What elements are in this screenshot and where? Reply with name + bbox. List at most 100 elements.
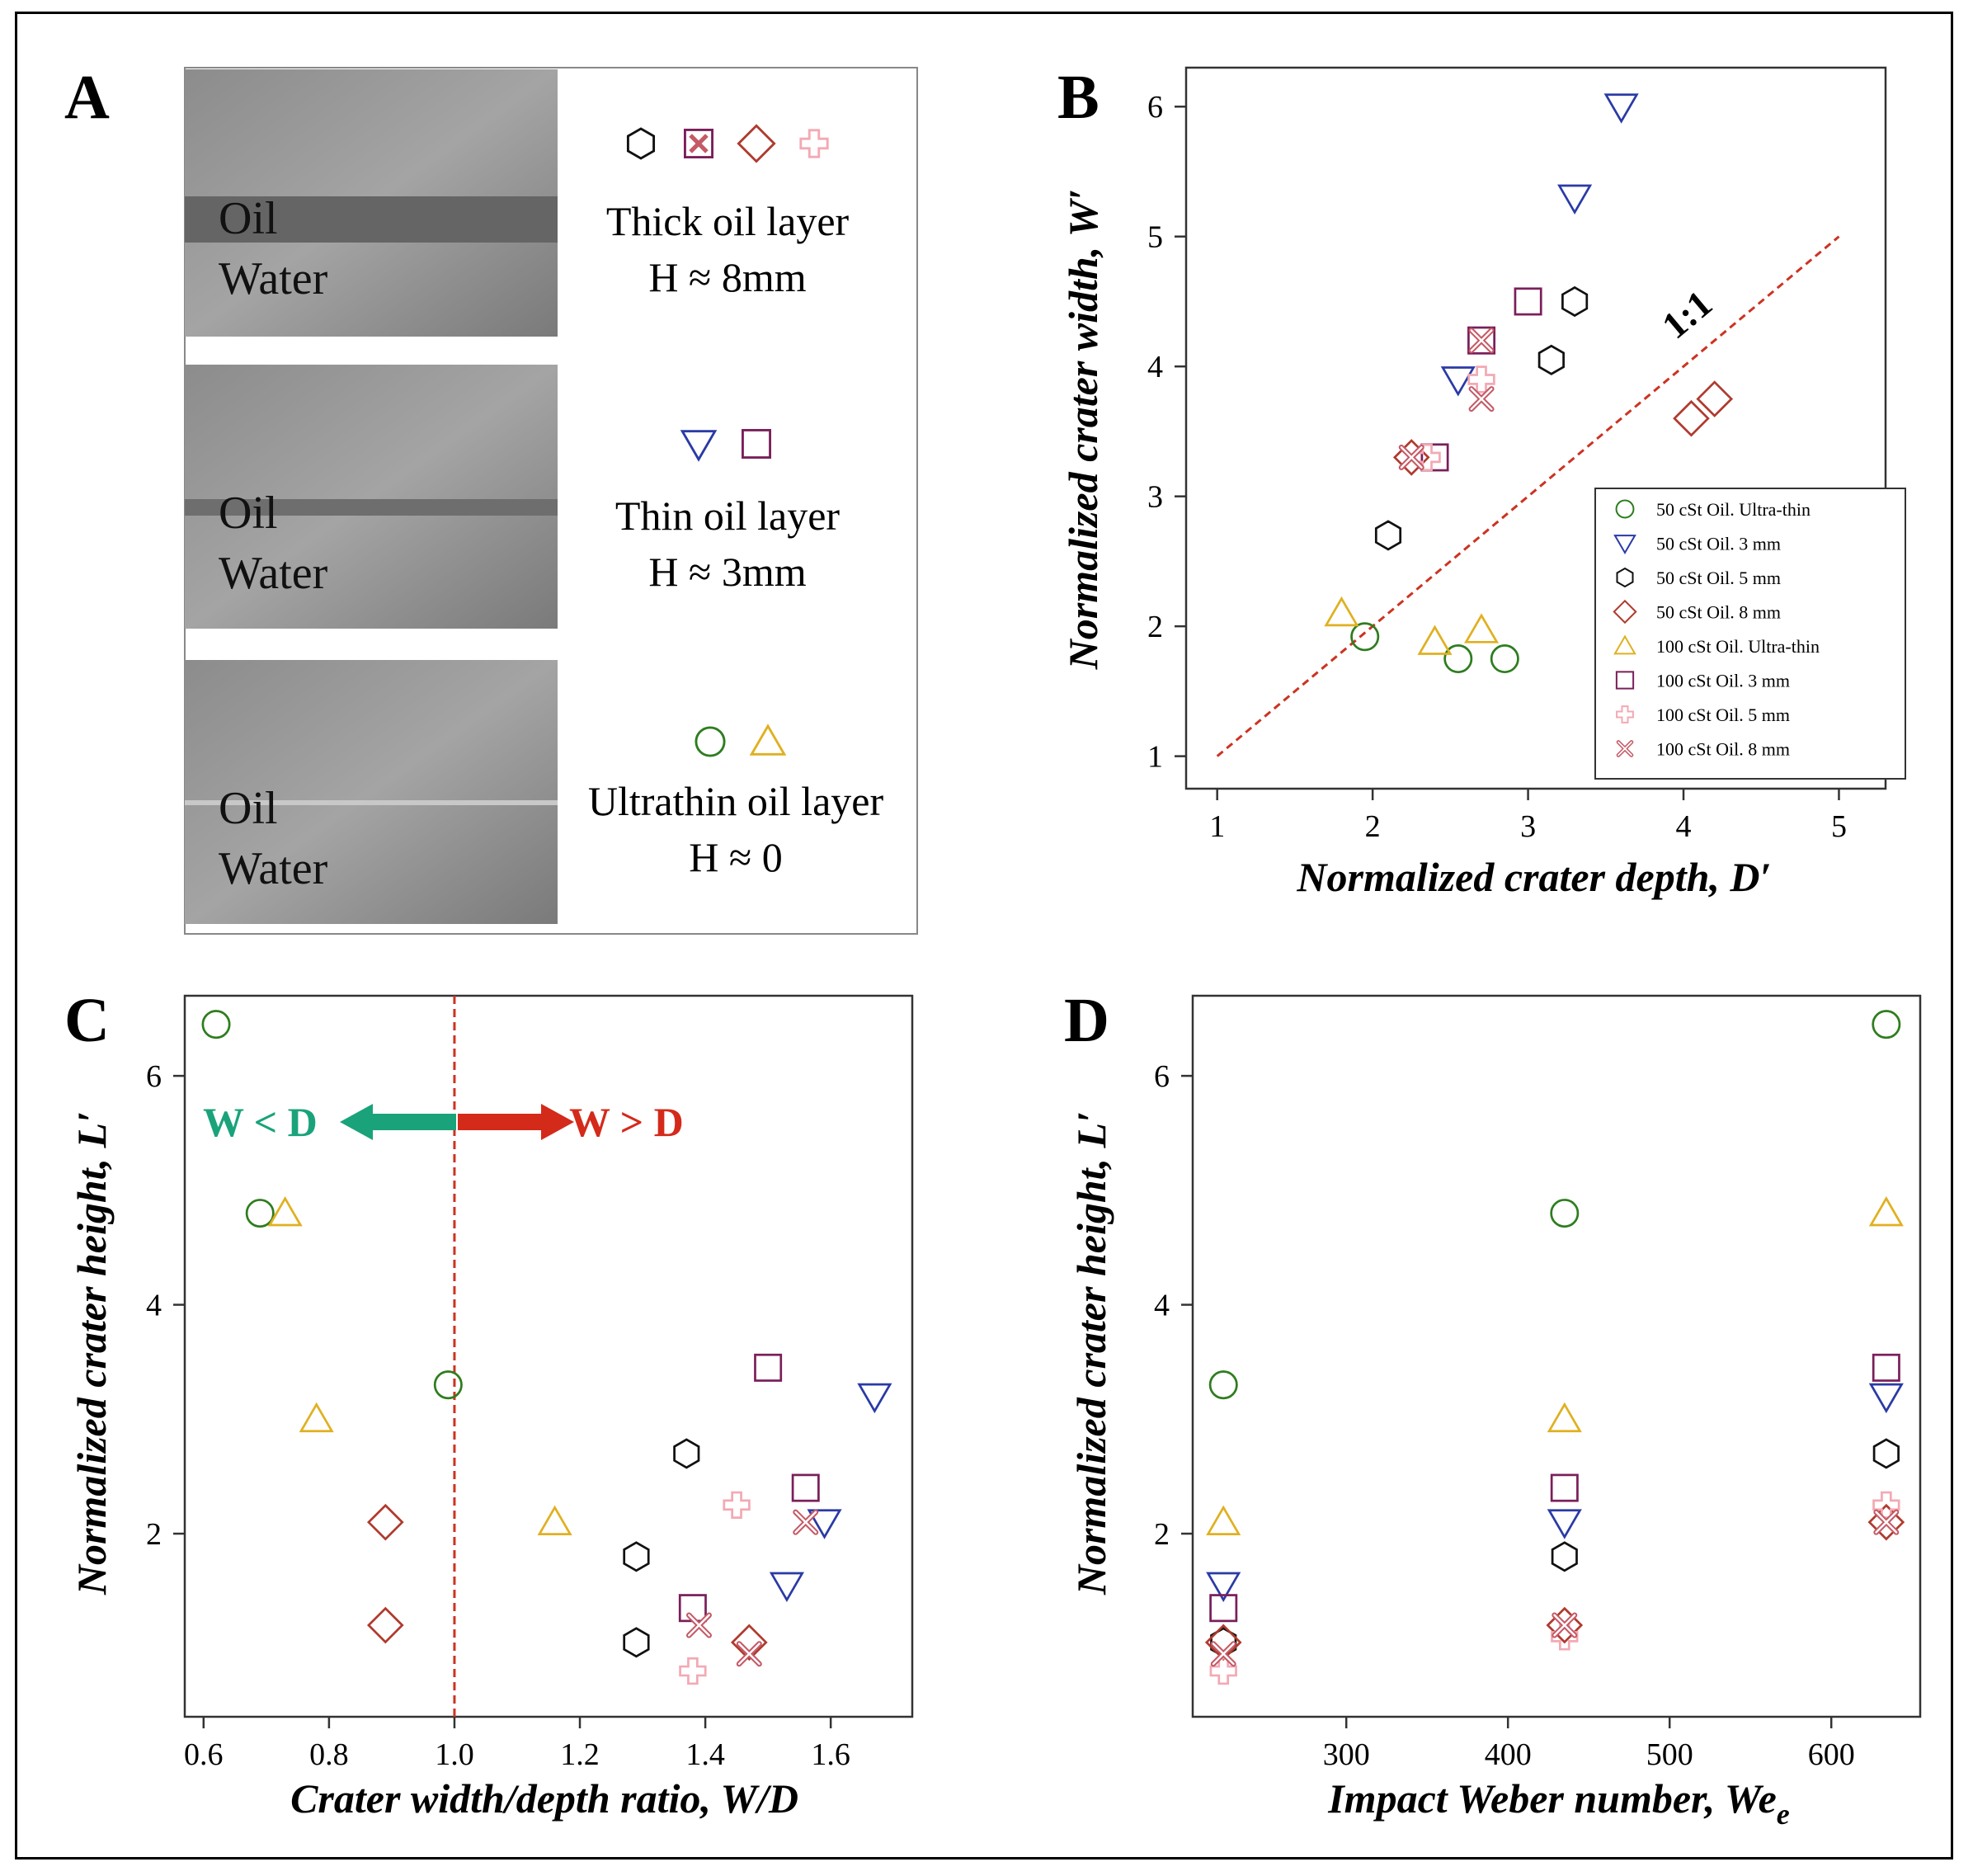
- point-D-triangle-up-2: [1868, 1196, 1904, 1227]
- point-B-x-0: [1398, 444, 1424, 470]
- thin-layer-height: H ≈ 3mm: [648, 549, 806, 595]
- legend-marker-circle-row3: [695, 726, 726, 757]
- one-to-one-line: [1216, 235, 1840, 757]
- panel-a: Oil Water Oil Water Oil Water Thick oil …: [184, 67, 918, 935]
- point-B-diamond-1: [1673, 399, 1710, 437]
- legend-marker-square-x-row1: [684, 129, 714, 159]
- water-label-thick: Water: [219, 253, 328, 304]
- panel-b-ticks: 1 2 3 4 5 1 2 3 4 5 6: [1147, 90, 1847, 844]
- panel-b-xlabel: Normalized crater depth, D′: [1296, 854, 1771, 900]
- xtick-label-C-0: 0.6: [184, 1737, 224, 1772]
- point-D-hexagon-2: [1872, 1438, 1900, 1469]
- point-D-triangle-down-2: [1868, 1383, 1904, 1414]
- legend-label-7: 100 cSt Oil. 8 mm: [1656, 739, 1790, 760]
- arrow-right-red: [458, 1104, 574, 1140]
- point-C-square-1: [754, 1353, 783, 1382]
- xtick-label-C-2: 1.0: [435, 1737, 474, 1772]
- point-D-triangle-up-1: [1547, 1402, 1582, 1433]
- point-B-triangle-down-1: [1557, 184, 1593, 215]
- oil-band-thick: [185, 196, 558, 243]
- point-C-hexagon-0: [623, 1541, 650, 1572]
- point-D-diamond-2: [1867, 1503, 1905, 1541]
- legend-marker-hexagon-row1: [626, 127, 656, 160]
- point-B-triangle-up-0: [1324, 596, 1359, 627]
- panel-d-xlabel: Impact Weber number, Wee: [1327, 1775, 1790, 1831]
- legend-entry-5: 100 cSt Oil. 3 mm: [1615, 671, 1790, 691]
- xtick-label-D-0: 300: [1323, 1737, 1370, 1772]
- legend-marker-triangle-down-row2: [680, 430, 718, 462]
- point-B-x-1: [1468, 386, 1495, 412]
- ytick-label-B-1: 2: [1147, 610, 1163, 644]
- point-C-hexagon-2: [673, 1438, 700, 1469]
- legend-label-1: 50 cSt Oil. 3 mm: [1656, 534, 1781, 554]
- legend-label-6: 100 cSt Oil. 5 mm: [1656, 705, 1790, 725]
- water-label-thin: Water: [219, 548, 328, 599]
- legend-marker-diamond-row1: [737, 124, 776, 163]
- panel-d: 300 400 500 600 2 4 6 Impact Weber number, Wee…: [1068, 994, 1922, 1831]
- ytick-label-C-0: 2: [146, 1517, 162, 1552]
- legend-entry-0: 50 cSt Oil. Ultra-thin: [1615, 499, 1811, 520]
- point-C-diamond-1: [366, 1606, 404, 1644]
- oil-label-thin: Oil: [219, 488, 278, 539]
- point-B-x-2: [1468, 328, 1495, 354]
- point-D-hexagon-1: [1551, 1541, 1578, 1572]
- legend-marker-diamond: [1613, 599, 1637, 625]
- ytick-label-B-4: 5: [1147, 220, 1163, 255]
- ytick-label-B-3: 4: [1147, 350, 1163, 384]
- xtick-label-D-1: 400: [1485, 1737, 1532, 1772]
- point-C-circle-0: [201, 1010, 231, 1039]
- point-D-x-1: [1552, 1612, 1578, 1638]
- legend-label-4: 100 cSt Oil. Ultra-thin: [1656, 636, 1820, 657]
- ytick-label-D-1: 4: [1154, 1289, 1170, 1323]
- xtick-label-D-3: 600: [1808, 1737, 1855, 1772]
- ytick-label-B-0: 1: [1147, 740, 1163, 775]
- point-C-plus-0: [679, 1657, 707, 1685]
- point-B-hexagon-1: [1537, 344, 1565, 375]
- w-less-than-d-label: W < D: [203, 1099, 318, 1145]
- legend-marker-triangle-up: [1613, 634, 1636, 655]
- thick-layer-title: Thick oil layer: [606, 198, 850, 244]
- legend-entry-6: 100 cSt Oil. 5 mm: [1616, 705, 1790, 725]
- panel-d-xlabel-subscript: e: [1777, 1798, 1790, 1831]
- point-C-diamond-2: [730, 1624, 768, 1662]
- legend-entry-2: 50 cSt Oil. 5 mm: [1616, 567, 1781, 588]
- legend-marker-plus: [1616, 705, 1634, 724]
- point-D-square-1: [1550, 1473, 1579, 1502]
- legend-entry-3: 50 cSt Oil. 8 mm: [1613, 599, 1781, 625]
- xtick-label-C-4: 1.4: [685, 1737, 725, 1772]
- legend-marker-triangle-up-row3: [749, 724, 787, 756]
- figure-frame: [15, 12, 1953, 1860]
- legend-label-2: 50 cSt Oil. 5 mm: [1656, 568, 1781, 588]
- point-B-square-2: [1514, 287, 1542, 316]
- panel-c-ylabel: Normalized crater height, L′: [68, 1111, 115, 1596]
- point-D-x-2: [1873, 1509, 1900, 1535]
- oil-band-thin: [185, 499, 558, 516]
- point-C-plus-1: [723, 1491, 751, 1520]
- xtick-label-B-4: 5: [1831, 809, 1847, 844]
- panel-letter-c: C: [64, 986, 110, 1055]
- point-B-triangle-up-1: [1417, 625, 1453, 655]
- panel-d-axes: [1191, 994, 1922, 1718]
- point-C-circle-1: [245, 1199, 275, 1228]
- panel-letter-d: D: [1064, 986, 1109, 1055]
- panel-letter-a: A: [64, 63, 110, 132]
- panel-d-points: [1204, 1010, 1905, 1685]
- panel-letter-b: B: [1057, 63, 1100, 132]
- point-D-square-2: [1872, 1353, 1900, 1382]
- point-C-square-2: [791, 1473, 820, 1502]
- point-D-circle-1: [1550, 1199, 1580, 1228]
- point-C-triangle-down-2: [857, 1383, 892, 1414]
- w-greater-than-d-label: W > D: [569, 1099, 684, 1145]
- point-B-square-1: [1467, 326, 1496, 355]
- point-B-triangle-down-2: [1603, 93, 1639, 124]
- point-C-x-2: [793, 1509, 819, 1535]
- point-B-circle-1: [1443, 644, 1473, 674]
- point-B-triangle-down-0: [1440, 366, 1476, 397]
- ytick-label-D-0: 2: [1154, 1517, 1170, 1552]
- photo-ultrathin-bg: [185, 660, 558, 924]
- legend-marker-triangle-down: [1613, 535, 1636, 555]
- point-D-circle-2: [1872, 1010, 1901, 1039]
- photo-thin-bg: [185, 365, 558, 629]
